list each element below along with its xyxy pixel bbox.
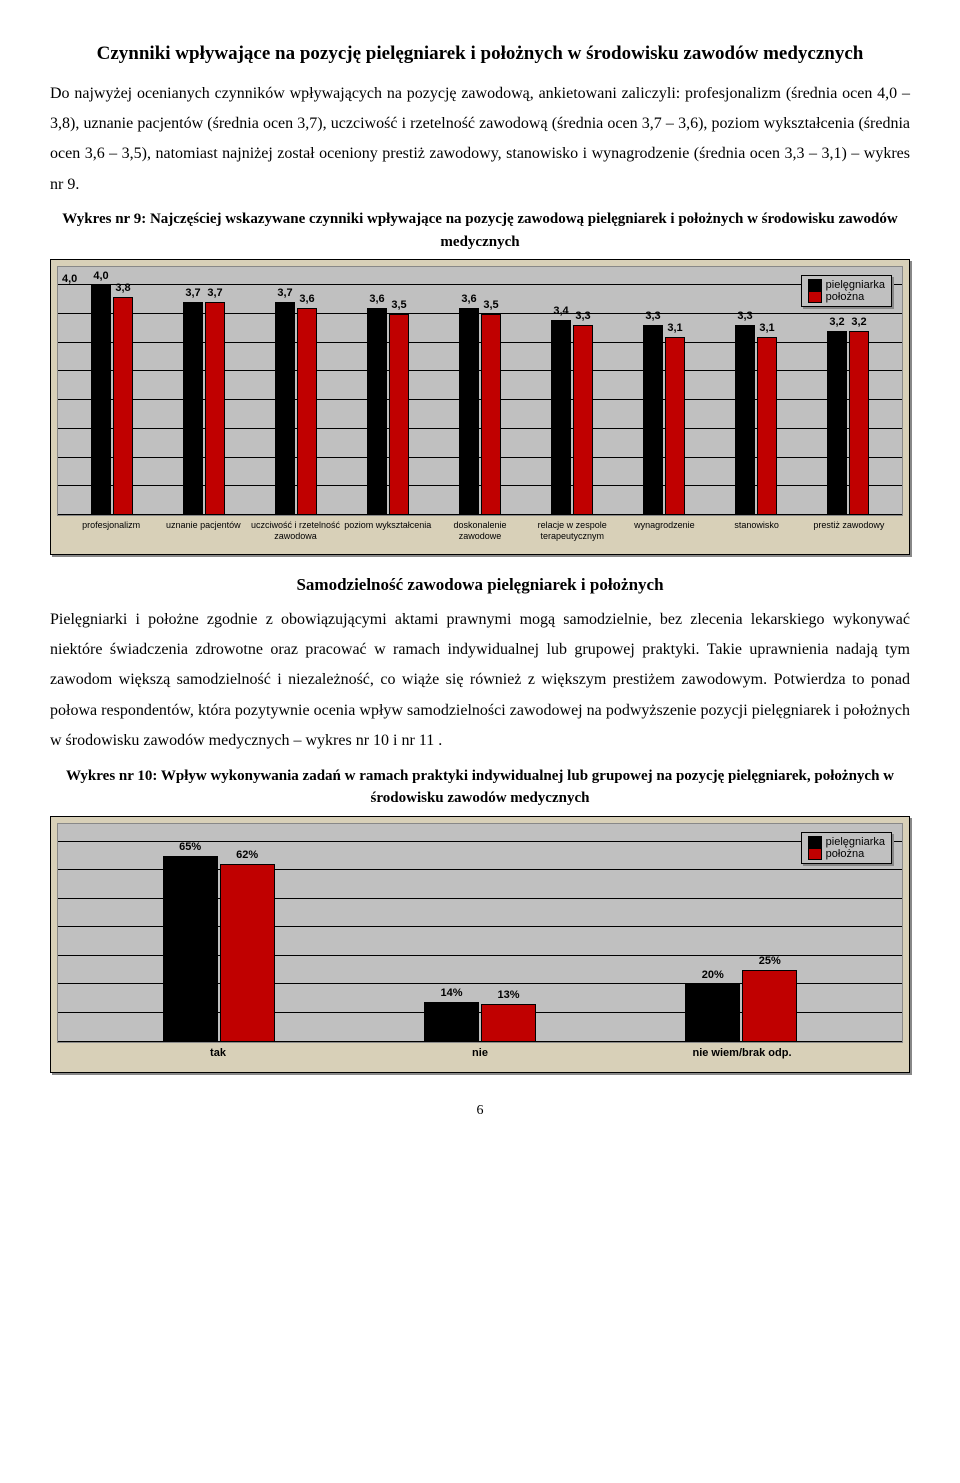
chart9-bar-s2: 3,2: [849, 331, 869, 515]
chart9-xaxis: profesjonalizmuznanie pacjentówuczciwość…: [57, 516, 903, 548]
chart9-bar-s1: 3,7: [183, 302, 203, 515]
chart10-xaxis: taknienie wiem/brak odp.: [57, 1043, 903, 1066]
bar-value-label: 3,6: [299, 293, 314, 305]
chart10-bar-s1: 20%: [685, 984, 740, 1041]
chart9-bar-s1: 3,3: [735, 325, 755, 515]
bar-value-label: 3,4: [553, 305, 568, 317]
chart9-group: 3,43,3: [526, 277, 618, 515]
legend-swatch-2: [808, 848, 822, 860]
chart9-group: 3,73,7: [158, 277, 250, 515]
chart9-bar-s1: 3,7: [275, 302, 295, 515]
legend-label-1: pielęgniarka: [826, 279, 885, 291]
legend-label-1: pielęgniarka: [826, 836, 885, 848]
chart9-legend: pielęgniarka położna: [801, 275, 892, 307]
chart9-bar-s2: 3,8: [113, 297, 133, 516]
bar-value-label: 3,3: [575, 310, 590, 322]
bar-value-label: 25%: [759, 955, 781, 967]
chart9-bar-s1: 3,2: [827, 331, 847, 515]
section1-heading: Czynniki wpływające na pozycję pielęgnia…: [50, 40, 910, 69]
chart10-group: 65%62%: [88, 834, 349, 1042]
bar-value-label: 3,2: [851, 316, 866, 328]
chart9-group: 3,73,6: [250, 277, 342, 515]
xaxis-label: uczciwość i rzetelność zawodowa: [249, 520, 341, 542]
chart10-legend: pielęgniarka położna: [801, 832, 892, 864]
legend-swatch-1: [808, 836, 822, 848]
bar-value-label: 65%: [179, 841, 201, 853]
bar-value-label: 14%: [440, 987, 462, 999]
xaxis-label: prestiż zawodowy: [803, 520, 895, 542]
bar-value-label: 13%: [497, 989, 519, 1001]
xaxis-label: profesjonalizm: [65, 520, 157, 542]
chart9-bar-s1: 3,3: [643, 325, 663, 515]
chart10-group: 20%25%: [611, 834, 872, 1042]
xaxis-label: doskonalenie zawodowe: [434, 520, 526, 542]
bar-value-label: 3,1: [759, 322, 774, 334]
bar-value-label: 20%: [702, 969, 724, 981]
page-number: 6: [50, 1103, 910, 1119]
chart10-bar-s1: 65%: [163, 856, 218, 1042]
bar-value-label: 3,5: [391, 299, 406, 311]
bar-value-label: 3,6: [461, 293, 476, 305]
chart9-bar-s1: 4,0: [91, 285, 111, 515]
legend-swatch-1: [808, 279, 822, 291]
chart9-bar-s1: 3,4: [551, 320, 571, 516]
chart9-caption: Wykres nr 9: Najczęściej wskazywane czyn…: [50, 208, 910, 253]
legend-swatch-2: [808, 291, 822, 303]
chart10-group: 14%13%: [349, 834, 610, 1042]
chart9-group: 3,33,1: [618, 277, 710, 515]
chart9-bar-s2: 3,6: [297, 308, 317, 515]
chart10-bar-s1: 14%: [424, 1002, 479, 1042]
bar-value-label: 3,3: [645, 310, 660, 322]
bar-value-label: 3,2: [829, 316, 844, 328]
chart9-plot-area: 4,0 pielęgniarka położna 4,03,83,73,73,7…: [57, 266, 903, 516]
bar-value-label: 3,1: [667, 322, 682, 334]
xaxis-label: uznanie pacjentów: [157, 520, 249, 542]
bar-value-label: 4,0: [93, 270, 108, 282]
xaxis-label: poziom wykształcenia: [342, 520, 434, 542]
bar-value-label: 3,3: [737, 310, 752, 322]
xaxis-label: relacje w zespole terapeutycznym: [526, 520, 618, 542]
chart9-bar-s2: 3,7: [205, 302, 225, 515]
xaxis-label: nie: [349, 1047, 611, 1060]
section1-paragraph: Do najwyżej ocenianych czynników wpływaj…: [50, 79, 910, 201]
chart9-bar-s2: 3,3: [573, 325, 593, 515]
chart9-bar-s2: 3,1: [665, 337, 685, 515]
bar-value-label: 3,7: [277, 287, 292, 299]
chart9-bar-s2: 3,5: [389, 314, 409, 515]
bar-value-label: 3,8: [115, 282, 130, 294]
chart9-group: 4,03,8: [66, 277, 158, 515]
chart10-bar-s2: 13%: [481, 1004, 536, 1041]
chart10-bar-s2: 25%: [742, 970, 797, 1041]
chart9-bar-s2: 3,1: [757, 337, 777, 515]
chart9-group: 3,63,5: [342, 277, 434, 515]
chart10-plot-area: pielęgniarka położna 65%62%14%13%20%25%: [57, 823, 903, 1043]
xaxis-label: tak: [87, 1047, 349, 1060]
chart9-group: 3,33,1: [710, 277, 802, 515]
section2-paragraph: Pielęgniarki i położne zgodnie z obowiąz…: [50, 605, 910, 757]
bar-value-label: 62%: [236, 849, 258, 861]
legend-label-2: położna: [826, 291, 865, 303]
legend-label-2: położna: [826, 848, 865, 860]
chart9-group: 3,63,5: [434, 277, 526, 515]
bar-value-label: 3,7: [207, 287, 222, 299]
bar-value-label: 3,6: [369, 293, 384, 305]
xaxis-label: nie wiem/brak odp.: [611, 1047, 873, 1060]
chart9-bar-s1: 3,6: [367, 308, 387, 515]
chart9-bar-s2: 3,5: [481, 314, 501, 515]
xaxis-label: wynagrodzenie: [618, 520, 710, 542]
xaxis-label: stanowisko: [711, 520, 803, 542]
chart9-container: 4,0 pielęgniarka położna 4,03,83,73,73,7…: [50, 259, 910, 555]
section2-heading: Samodzielność zawodowa pielęgniarek i po…: [50, 575, 910, 595]
bar-value-label: 3,7: [185, 287, 200, 299]
chart10-caption: Wykres nr 10: Wpływ wykonywania zadań w …: [50, 765, 910, 810]
chart10-container: pielęgniarka położna 65%62%14%13%20%25% …: [50, 816, 910, 1073]
chart9-bar-s1: 3,6: [459, 308, 479, 515]
chart10-bar-s2: 62%: [220, 864, 275, 1041]
chart9-group: 3,23,2: [802, 277, 894, 515]
bar-value-label: 3,5: [483, 299, 498, 311]
